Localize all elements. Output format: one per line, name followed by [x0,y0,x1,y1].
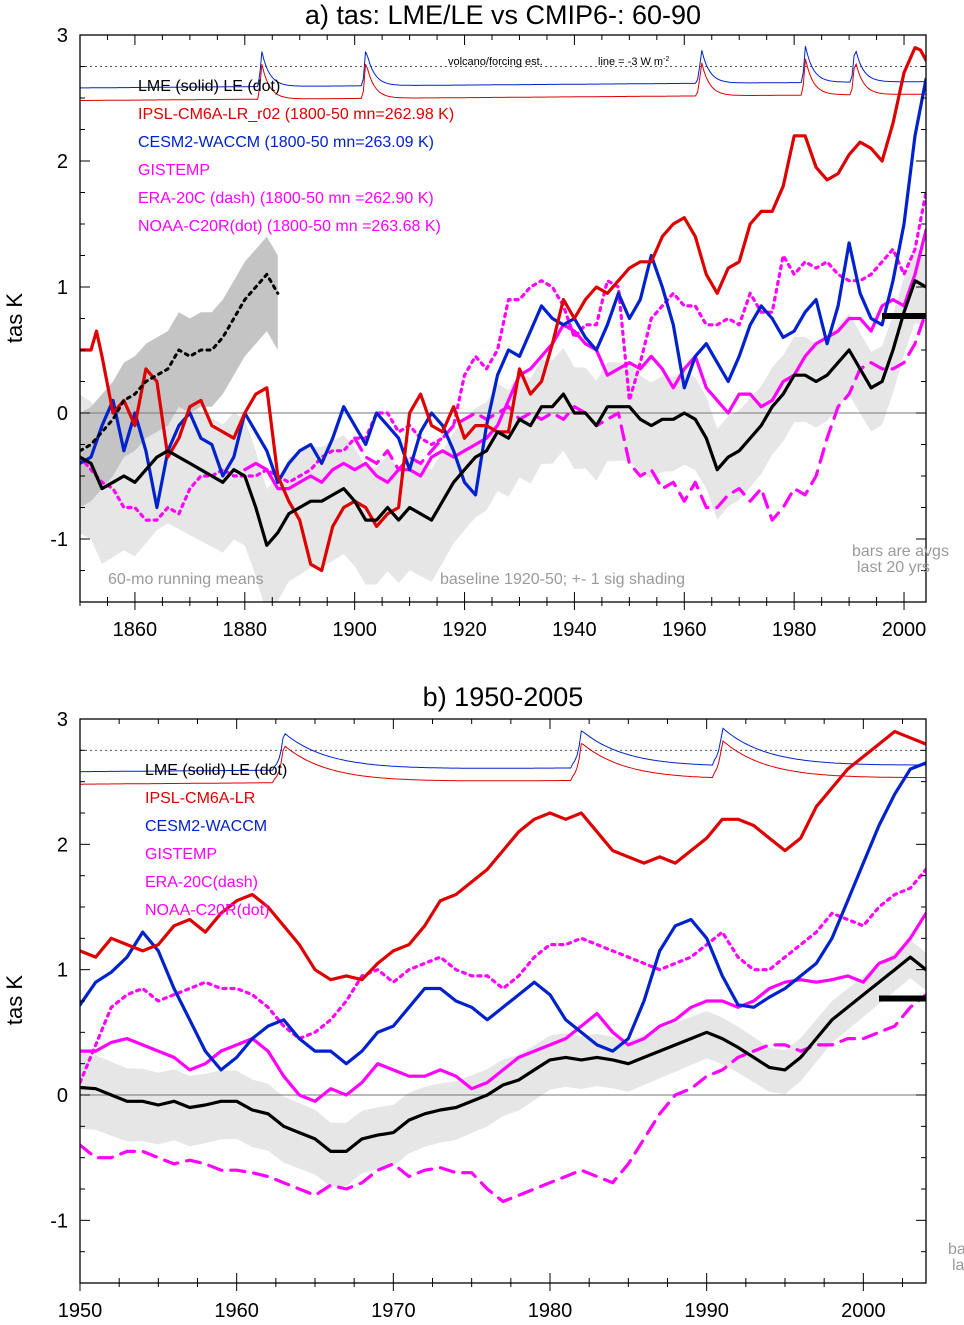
legend-gistemp-b: GISTEMP [145,846,217,863]
forcing-line-label: line = -3 W m-2 [598,56,669,68]
x-tick-label: 1960 [662,619,707,641]
forcing-curve-red-b [80,739,926,785]
bars-note-a-2: last 20 yrs [857,559,930,576]
legend-lme-le-a: LME (solid) LE (dot) [138,78,280,95]
lme-spread-shading-a [80,246,926,602]
legend-era-a: ERA-20C (dash) (1800-50 mn =262.90 K) [138,190,434,207]
x-tick-label: 1860 [113,619,158,641]
plot-inner-b [80,727,926,1204]
y-tick-label: 1 [57,960,68,982]
chart-title-b: b) 1950-2005 [423,682,584,712]
x-tick-label: 1980 [772,619,817,641]
y-axis-label-b: tas K [2,975,27,1025]
x-tick-label: 1950 [58,1300,103,1322]
series-line-gistemp-a [243,228,926,491]
legend-noaa-a: NOAA-C20R(dot) (1800-50 mn =263.68 K) [138,218,441,235]
bars-note-a-1: bars are avgs [852,543,949,560]
le-spread-shading [80,236,278,508]
x-tick-label: 1980 [528,1300,573,1322]
forcing-curve-red-a [80,58,926,101]
chart-title-a: a) tas: LME/LE vs CMIP6-: 60-90 [305,0,701,30]
forcing-line-superscript: -2 [663,56,669,63]
series-line-lme-b [80,955,926,1153]
y-tick-label: 2 [57,834,68,856]
y-tick-label: 2 [57,151,68,173]
lme-spread-shading-b [80,939,926,1187]
series-line-le-a [80,272,280,453]
series-line-gistemp-b [80,911,926,1103]
legend-noaa-b: NOAA-C20R(dot) [145,902,269,919]
legend-gistemp-a: GISTEMP [138,162,210,179]
x-tick-label: 1940 [552,619,597,641]
y-tick-label: 0 [57,403,68,425]
y-tick-label: 1 [57,277,68,299]
series-line-ipsl-a [80,46,926,573]
series-line-cesm-b [80,761,926,1072]
series-line-era-a [353,310,926,522]
series-line-noaa-b [80,867,926,1085]
running-mean-note: 60-mo running means [108,571,264,588]
legend-lme-le-b: LME (solid) LE (dot) [145,762,287,779]
baseline-note: baseline 1920-50; +- 1 sig shading [440,571,685,588]
forcing-line-text: line = -3 W m [598,56,663,68]
x-tick-label: 2000 [882,619,927,641]
series-line-cesm-a [80,77,926,510]
y-tick-label: -1 [50,1210,68,1232]
plot-area-b: 1950 1960 1970 1980 1990 2000 -1 0 1 2 3 [50,709,927,1322]
panel-b: 1950 1960 1970 1980 1990 2000 -1 0 1 2 3 b) 1950-20… [2,682,964,1322]
y-axis-label-a: tas K [2,293,27,343]
plot-area-a: 1860 1880 1900 1920 1940 1960 1980 2000 -1 0 1 2 3 [50,25,927,641]
bars-note-b-2: la [952,1257,964,1274]
x-tick-label: 1990 [684,1300,729,1322]
x-tick-label: 2000 [841,1300,886,1322]
y-tick-label: -1 [50,529,68,551]
x-tick-label: 1970 [371,1300,416,1322]
y-tick-label: 3 [57,709,68,731]
series-line-lme-a [80,279,926,547]
volcano-label: volcano/forcing est. [448,56,543,68]
legend-cesm-b: CESM2-WACCM [145,818,267,835]
legend-era-b: ERA-20C(dash) [145,874,258,891]
series-line-era-b [80,993,926,1204]
panel-a: 1860 1880 1900 1920 1940 1960 1980 2000 -1 0 1 2 3 a)… [2,0,949,641]
legend-cesm-a: CESM2-WACCM (1800-50 mn=263.09 K) [138,134,434,151]
bars-note-b-1: ba [948,1241,964,1258]
x-tick-label: 1900 [332,619,377,641]
legend-ipsl-a: IPSL-CM6A-LR_r02 (1800-50 mn=262.98 K) [138,106,454,123]
x-tick-label: 1960 [214,1300,259,1322]
x-tick-label: 1920 [442,619,487,641]
x-tick-label: 1880 [223,619,268,641]
y-tick-label: 3 [57,25,68,47]
legend-ipsl-b: IPSL-CM6A-LR [145,790,255,807]
forcing-curve-blue-a [80,46,926,89]
forcing-curve-blue-b [80,727,926,773]
y-tick-label: 0 [57,1085,68,1107]
series-line-ipsl-b [80,729,926,982]
plot-inner-a [80,46,926,602]
